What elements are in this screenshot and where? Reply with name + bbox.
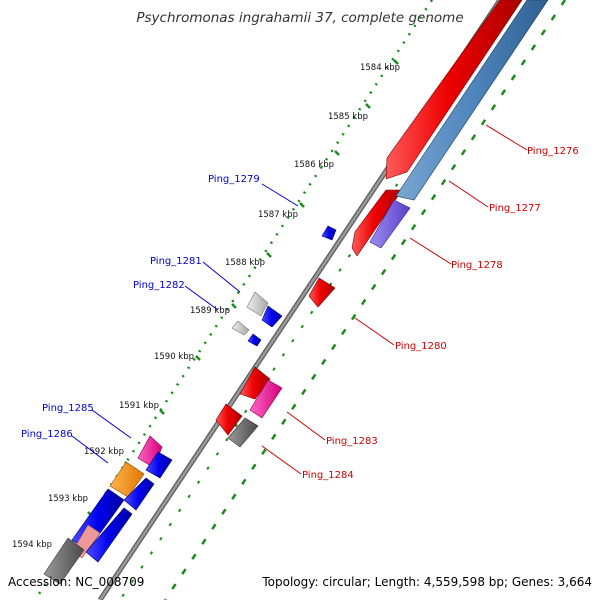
gene-ping-1282[interactable] — [231, 320, 250, 336]
gene-ping-1281-b[interactable] — [261, 305, 283, 328]
label-ping-1279[interactable]: Ping_1279 — [208, 174, 260, 185]
ruler-tick — [334, 150, 340, 156]
ruler-label-1593: 1593 kbp — [48, 494, 88, 504]
gene-ping-1276[interactable] — [385, 0, 523, 180]
ruler-labels: 1584 kbp 1585 kbp 1586 kbp 1587 kbp 1588… — [12, 59, 400, 567]
map-title: Psychromonas ingrahamii 37, complete gen… — [136, 10, 463, 26]
label-ping-1276[interactable]: Ping_1276 — [527, 146, 579, 157]
ruler-tick — [231, 303, 237, 309]
ruler-label-1587: 1587 kbp — [258, 210, 298, 220]
ruler-label-1590: 1590 kbp — [154, 352, 194, 362]
ruler-label-1591: 1591 kbp — [119, 401, 159, 411]
gene-grey-bottom[interactable] — [43, 537, 85, 585]
feature-track-reverse — [231, 225, 337, 347]
genome-summary: Topology: circular; Length: 4,559,598 bp… — [261, 575, 592, 589]
gene-ping-1283-fwd[interactable] — [239, 366, 271, 400]
gene-ping-1281[interactable] — [246, 291, 269, 317]
ruler-label-1586: 1586 kbp — [294, 160, 334, 170]
ruler-tick — [393, 59, 399, 65]
label-ping-1282[interactable]: Ping_1282 — [133, 280, 185, 291]
label-ping-1284[interactable]: Ping_1284 — [302, 470, 354, 481]
label-ping-1283[interactable]: Ping_1283 — [326, 436, 378, 447]
gene-blue-1[interactable] — [145, 451, 173, 479]
ruler-label-1589: 1589 kbp — [190, 306, 230, 316]
ruler-label-1588: 1588 kbp — [225, 258, 265, 268]
ruler-label-1594: 1594 kbp — [12, 540, 52, 550]
gene-ping-1280[interactable] — [308, 277, 336, 308]
inner-dashed-tracks — [119, 0, 567, 600]
label-leader-lines — [71, 124, 528, 475]
ruler-label-1585: 1585 kbp — [328, 112, 368, 122]
ruler-tick — [365, 103, 371, 109]
label-ping-1281[interactable]: Ping_1281 — [150, 256, 202, 267]
gene-ping-1282-b[interactable] — [247, 333, 262, 347]
label-ping-1280[interactable]: Ping_1280 — [395, 341, 447, 352]
accession-label: Accession: NC_008709 — [8, 575, 144, 589]
feature-track-forward — [43, 0, 523, 585]
gene-blue-2[interactable] — [123, 477, 155, 511]
label-ping-1278[interactable]: Ping_1278 — [451, 260, 503, 271]
label-ping-1285[interactable]: Ping_1285 — [42, 403, 94, 414]
gene-labels: Ping_1276 Ping_1277 Ping_1278 Ping_1279 … — [21, 146, 579, 481]
gene-ping-1283[interactable] — [249, 379, 283, 419]
label-ping-1286[interactable]: Ping_1286 — [21, 429, 73, 440]
ruler-tick — [299, 202, 305, 208]
gene-blue-3[interactable] — [85, 507, 133, 563]
feature-track-inner — [85, 0, 549, 563]
gene-ping-1278[interactable] — [369, 199, 411, 249]
label-ping-1277[interactable]: Ping_1277 — [489, 203, 541, 214]
ruler-tick — [266, 252, 272, 258]
gene-ping-1279[interactable] — [321, 225, 337, 241]
ruler-tick — [159, 409, 165, 415]
gene-ping-1277[interactable] — [395, 0, 549, 201]
ruler-label-1592: 1592 kbp — [84, 447, 124, 457]
gene-ping-1284-fwd[interactable] — [215, 403, 243, 436]
ruler-label-1584: 1584 kbp — [360, 63, 400, 73]
ruler-tick — [195, 355, 201, 361]
gene-ping-1284[interactable] — [227, 417, 259, 448]
